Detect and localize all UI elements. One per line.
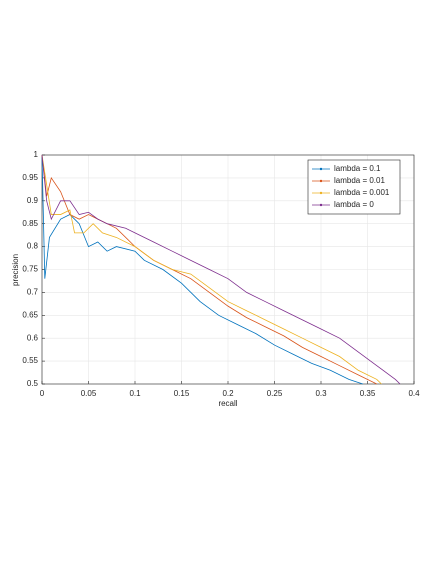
- x-tick-label: 0.4: [408, 389, 420, 398]
- y-tick-label: 0.95: [22, 173, 38, 182]
- x-tick-label: 0.1: [129, 389, 141, 398]
- y-tick-label: 0.65: [22, 310, 38, 319]
- x-tick-label: 0.05: [81, 389, 97, 398]
- x-tick-label: 0.35: [360, 389, 376, 398]
- y-tick-label: 0.5: [27, 379, 39, 388]
- legend-label: lambda = 0.01: [334, 176, 385, 185]
- legend-label: lambda = 0.001: [334, 188, 390, 197]
- series-line: [41, 154, 363, 385]
- y-tick-label: 0.55: [22, 356, 38, 365]
- x-tick-label: 0.25: [267, 389, 283, 398]
- y-axis-label: precision: [11, 254, 20, 286]
- legend-marker: [319, 191, 323, 195]
- legend-label: lambda = 0: [334, 200, 374, 209]
- x-tick-label: 0: [40, 389, 45, 398]
- axes-box: [41, 154, 415, 385]
- y-tick-label: 0.7: [27, 288, 39, 297]
- legend-marker: [319, 167, 323, 171]
- x-axis-label: recall: [218, 399, 237, 408]
- legend-marker: [319, 179, 323, 183]
- series-line: [41, 154, 401, 385]
- y-tick-label: 0.75: [22, 265, 38, 274]
- y-tick-label: 0.6: [27, 333, 39, 342]
- x-tick-label: 0.2: [222, 389, 234, 398]
- y-tick-label: 0.9: [27, 196, 39, 205]
- series-line: [41, 154, 382, 385]
- y-tick-label: 0.85: [22, 219, 38, 228]
- y-tick-label: 0.8: [27, 242, 39, 251]
- x-tick-label: 0.3: [315, 389, 327, 398]
- legend-marker: [319, 203, 323, 207]
- x-tick-label: 0.15: [174, 389, 190, 398]
- y-tick-label: 1: [34, 150, 39, 159]
- legend-label: lambda = 0.1: [334, 164, 381, 173]
